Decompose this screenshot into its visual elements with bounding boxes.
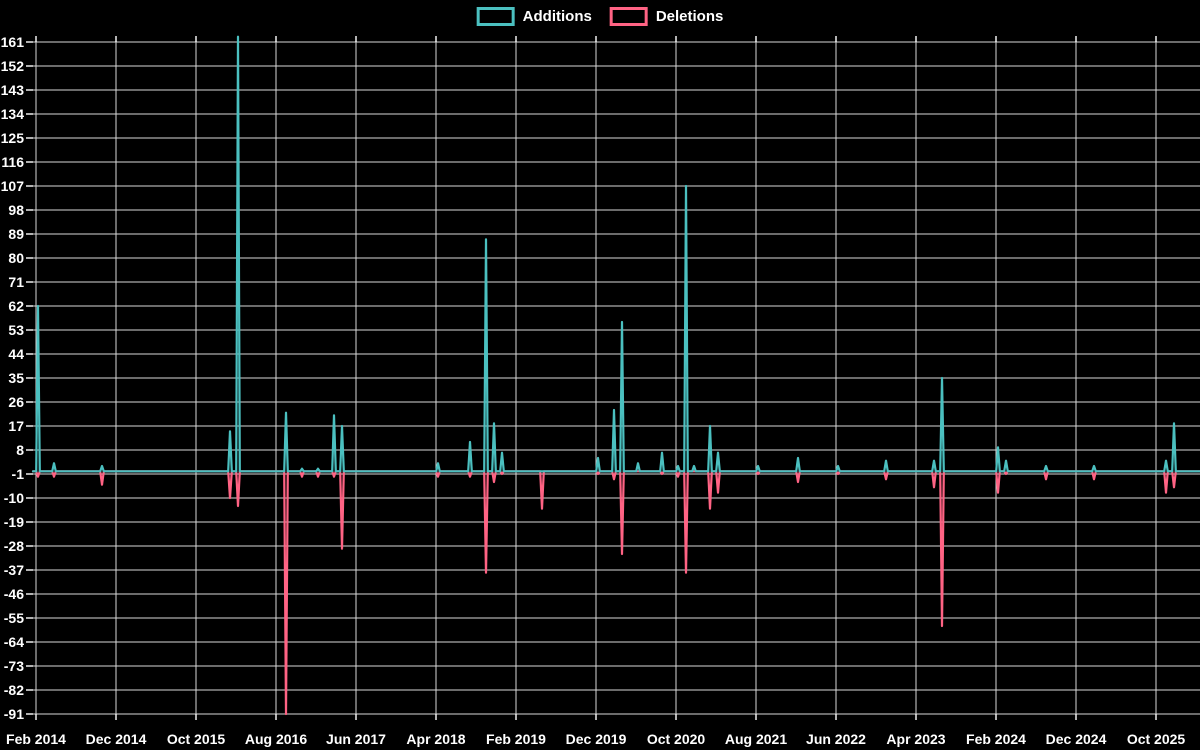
x-tick-label: Feb 2014 xyxy=(6,731,66,747)
x-tick-label: Aug 2016 xyxy=(245,731,307,747)
x-tick-label: Aug 2021 xyxy=(725,731,787,747)
gridlines xyxy=(33,41,1200,715)
x-tick-label: Apr 2023 xyxy=(886,731,945,747)
x-tick-label: Jun 2017 xyxy=(326,731,386,747)
deletions-line xyxy=(31,470,1200,716)
y-tick-label: -19 xyxy=(4,514,24,530)
x-axis-labels: Feb 2014 Dec 2014 Oct 2015 Aug 2016 Jun 2017… xyxy=(6,731,1185,747)
y-tick-label: -10 xyxy=(4,490,24,506)
additions-swatch xyxy=(476,7,515,26)
x-tick-label: Jun 2022 xyxy=(806,731,866,747)
y-tick-label: -64 xyxy=(4,634,24,650)
y-tick-label: 143 xyxy=(1,82,25,98)
y-tick-label: 53 xyxy=(8,322,24,338)
y-tick-label: 8 xyxy=(16,442,24,458)
y-tick-label: -28 xyxy=(4,538,24,554)
x-tick-label: Dec 2024 xyxy=(1046,731,1107,747)
legend-item-deletions[interactable]: Deletions xyxy=(609,7,724,26)
additions-line xyxy=(31,35,1200,473)
y-tick-label: -82 xyxy=(4,682,24,698)
x-tick-label: Oct 2025 xyxy=(1127,731,1186,747)
y-tick-label: -55 xyxy=(4,610,24,626)
y-tick-label: 80 xyxy=(8,250,24,266)
y-tick-label: 89 xyxy=(8,226,24,242)
y-tick-label: 35 xyxy=(8,370,24,386)
y-tick-label: -46 xyxy=(4,586,24,602)
y-tick-label: 26 xyxy=(8,394,24,410)
y-tick-label: 107 xyxy=(1,178,25,194)
chart-legend: Additions Deletions xyxy=(476,7,724,26)
y-tick-label: -37 xyxy=(4,562,24,578)
y-tick-label: 161 xyxy=(1,34,25,50)
x-tick-label: Dec 2019 xyxy=(566,731,627,747)
x-tick-label: Oct 2020 xyxy=(647,731,706,747)
legend-label-additions: Additions xyxy=(522,8,592,25)
y-tick-label: 17 xyxy=(8,418,24,434)
x-tick-label: Apr 2018 xyxy=(406,731,465,747)
legend-item-additions[interactable]: Additions xyxy=(476,7,592,26)
y-tick-label: -73 xyxy=(4,658,24,674)
y-tick-label: 134 xyxy=(1,106,25,122)
y-tick-label: 152 xyxy=(1,58,25,74)
axis-ticks xyxy=(26,36,1157,720)
y-tick-label: 98 xyxy=(8,202,24,218)
x-tick-label: Dec 2014 xyxy=(86,731,147,747)
x-tick-label: Oct 2015 xyxy=(167,731,226,747)
y-tick-label: 116 xyxy=(1,154,24,170)
legend-label-deletions: Deletions xyxy=(655,8,724,25)
y-tick-label: -91 xyxy=(4,706,24,722)
deletions-swatch xyxy=(609,7,648,26)
x-tick-label: Feb 2024 xyxy=(966,731,1026,747)
y-tick-label: 62 xyxy=(8,298,24,314)
y-tick-label: 125 xyxy=(1,130,25,146)
y-axis-labels: 161 152 143 134 125 116 107 98 89 80 71 62 53 44 35 26 1… xyxy=(1,34,25,722)
y-tick-label: 71 xyxy=(8,274,24,290)
y-tick-label: -1 xyxy=(12,466,25,482)
x-tick-label: Feb 2019 xyxy=(486,731,546,747)
y-tick-label: 44 xyxy=(8,346,24,362)
